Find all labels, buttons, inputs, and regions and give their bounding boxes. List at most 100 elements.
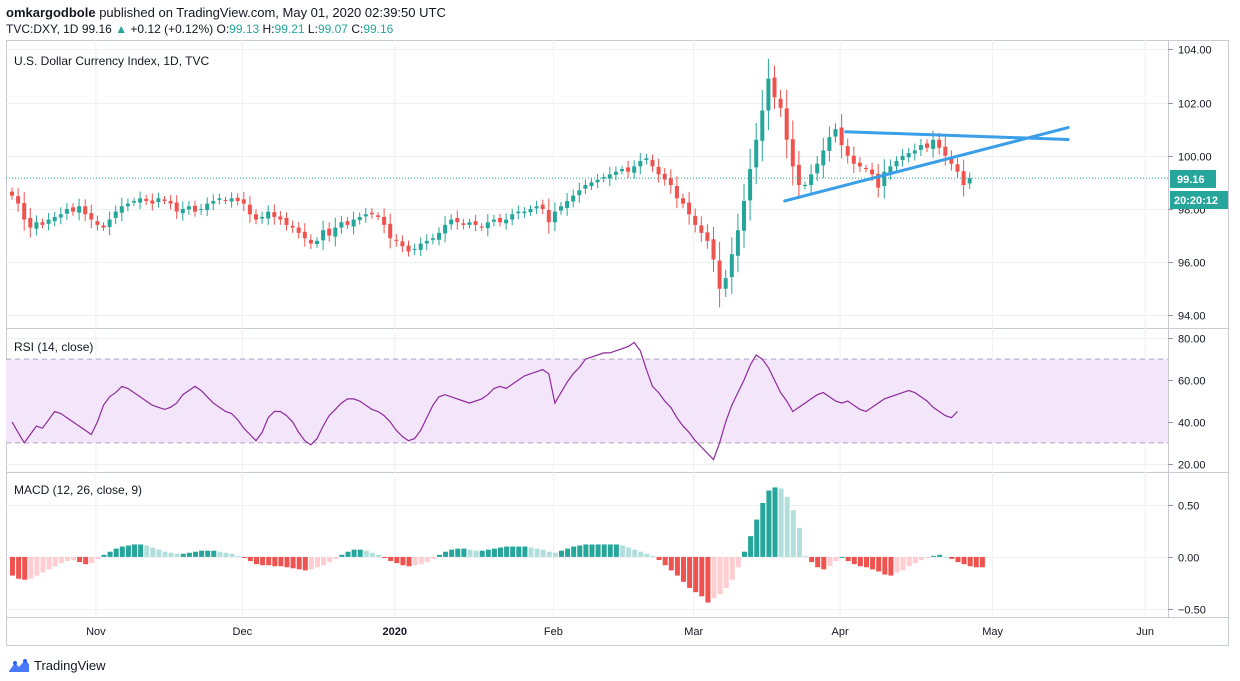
macd-bar	[778, 488, 784, 557]
macd-bar	[742, 551, 747, 557]
candle-body	[315, 240, 319, 245]
candle-body	[717, 260, 722, 289]
candle-body	[168, 200, 173, 204]
candle-body	[504, 219, 509, 224]
macd-bar	[559, 550, 564, 557]
macd-bar	[674, 556, 680, 576]
macd-bar	[308, 556, 314, 570]
macd-pane[interactable]	[10, 487, 985, 603]
macd-bar	[857, 556, 863, 567]
candle-body	[522, 211, 527, 214]
macd-bar	[967, 556, 973, 567]
macd-bar	[925, 556, 930, 558]
macd-bar	[607, 544, 613, 557]
macd-bar	[620, 545, 625, 557]
macd-bar	[235, 555, 241, 557]
macd-bar	[406, 556, 412, 567]
candle-body	[674, 186, 679, 199]
price-change: +0.12 (+0.12%)	[130, 22, 214, 36]
candle-body	[180, 208, 185, 214]
candle-body	[967, 178, 972, 184]
rsi-line	[11, 341, 958, 461]
symbol-label[interactable]: TVC:DXY, 1D	[6, 22, 79, 36]
macd-bar	[254, 556, 259, 565]
candle-body	[900, 155, 905, 160]
rsi-tick-label: 20.00	[1178, 460, 1206, 472]
rsi-pane-title: RSI (14, close)	[14, 340, 93, 354]
candle-body	[803, 185, 807, 187]
candle-body	[351, 219, 356, 227]
candle-body	[912, 150, 917, 154]
candle-body	[546, 210, 551, 223]
candle-body	[784, 108, 789, 140]
candle-body	[193, 205, 197, 212]
x-tick-label: 2020	[383, 626, 407, 638]
macd-bar	[430, 556, 436, 559]
macd-bar	[388, 556, 394, 562]
macd-bar	[864, 556, 869, 568]
publish-text: published on TradingView.com, May 01, 20…	[95, 5, 446, 20]
candle-body	[516, 211, 521, 214]
macd-bar	[437, 554, 442, 557]
macd-bar	[565, 548, 571, 557]
candle-body	[821, 150, 826, 166]
rsi-pane[interactable]	[6, 341, 1168, 461]
candle-body	[748, 169, 753, 201]
candle-body	[388, 223, 393, 239]
candle-body	[266, 211, 271, 219]
macd-bar	[790, 510, 796, 557]
tradingview-logo-icon	[9, 658, 29, 672]
author-name[interactable]: omkargodbole	[6, 5, 96, 20]
countdown-badge: 20:20:12	[1170, 191, 1228, 209]
macd-bar	[363, 550, 369, 557]
macd-bar	[937, 554, 943, 557]
macd-bar	[650, 555, 656, 557]
macd-bar	[28, 556, 34, 579]
macd-bar	[150, 547, 156, 557]
candle-body	[870, 169, 875, 175]
macd-bar	[278, 556, 284, 567]
footer-brand[interactable]: TradingView	[8, 658, 106, 673]
candle-body	[95, 221, 100, 225]
candle-body	[796, 164, 801, 185]
candle-body	[559, 206, 563, 211]
candle-body	[833, 129, 838, 137]
candle-body	[589, 182, 594, 187]
candle-body	[955, 164, 960, 172]
macd-bar	[760, 502, 766, 557]
close-value: 99.16	[363, 22, 394, 36]
candle-body	[34, 222, 39, 229]
candle-body	[705, 232, 710, 241]
macd-bar	[186, 552, 192, 557]
price-pane[interactable]	[6, 58, 1168, 308]
candle-body	[290, 225, 295, 228]
macd-bar	[211, 550, 217, 557]
candle-body	[473, 221, 478, 225]
high-label: H:	[262, 22, 275, 36]
chart-header: omkargodbole published on TradingView.co…	[6, 4, 906, 37]
macd-bar	[266, 556, 272, 566]
candle-body	[668, 178, 673, 185]
x-tick-label: Apr	[832, 626, 849, 638]
macd-bar	[77, 556, 83, 563]
countdown-badge-bg	[1170, 191, 1228, 209]
x-tick-label: Nov	[86, 626, 106, 638]
macd-bar	[870, 556, 876, 570]
candle-body	[552, 211, 557, 223]
price-tick-label: 102.00	[1178, 99, 1212, 111]
macd-bar	[821, 556, 827, 570]
macd-bar	[193, 551, 198, 557]
candle-body	[778, 98, 783, 108]
candle-body	[308, 239, 313, 244]
macd-bar	[961, 556, 967, 565]
macd-bar	[876, 556, 882, 572]
macd-bar	[906, 556, 912, 567]
candle-body	[260, 216, 265, 219]
macd-bar	[449, 549, 455, 557]
candle-body	[10, 191, 14, 196]
candle-body	[583, 185, 588, 189]
macd-bar	[491, 548, 497, 557]
candle-body	[571, 195, 576, 202]
macd-bar	[693, 556, 699, 593]
